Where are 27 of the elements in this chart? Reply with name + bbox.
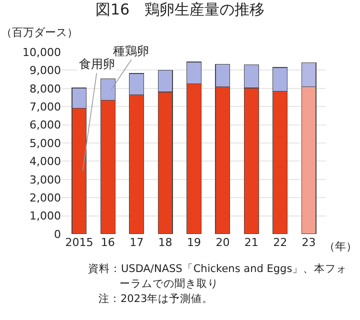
y-tick-label: 10,000 <box>22 46 61 59</box>
x-axis-title: （年） <box>324 240 357 253</box>
y-tick-label: 4,000 <box>30 155 61 168</box>
chart-title: 図16 鶏卵生産量の推移 <box>95 0 265 18</box>
series-label: 種鶏卵 <box>113 44 149 58</box>
text: 注：2023年は予測値。 <box>98 292 214 307</box>
x-tick-label: 22 <box>273 236 288 249</box>
y-tick-label: 0 <box>54 228 61 241</box>
x-tick-label: 19 <box>187 236 201 249</box>
text: 食用卵 <box>79 57 115 71</box>
y-tick-label: 9,000 <box>30 64 61 78</box>
y-tick-label: 6,000 <box>30 118 61 132</box>
y-tick-label: 5,000 <box>30 136 61 150</box>
y-tick-label: 7,000 <box>30 100 61 114</box>
y-tick-label: 3,000 <box>30 173 61 186</box>
x-tick-label: 21 <box>244 236 258 249</box>
x-tick-label: 2015 <box>65 236 94 249</box>
y-tick-label: 2,000 <box>30 191 61 204</box>
x-tick-label: 20 <box>216 236 230 249</box>
text: 資料：USDA/NASS「Chickens and Eggs」、本フォーラムでの聞き取り <box>88 262 348 292</box>
y-tick-label: 1,000 <box>30 210 61 223</box>
x-tick-label: 16 <box>100 236 115 249</box>
y-tick-label: 8,000 <box>30 82 61 96</box>
y-axis-title: （百万ダース） <box>1 26 78 39</box>
x-tick-label: 17 <box>130 236 144 249</box>
x-tick-label: 18 <box>158 236 172 249</box>
x-tick-label: 23 <box>302 236 316 249</box>
